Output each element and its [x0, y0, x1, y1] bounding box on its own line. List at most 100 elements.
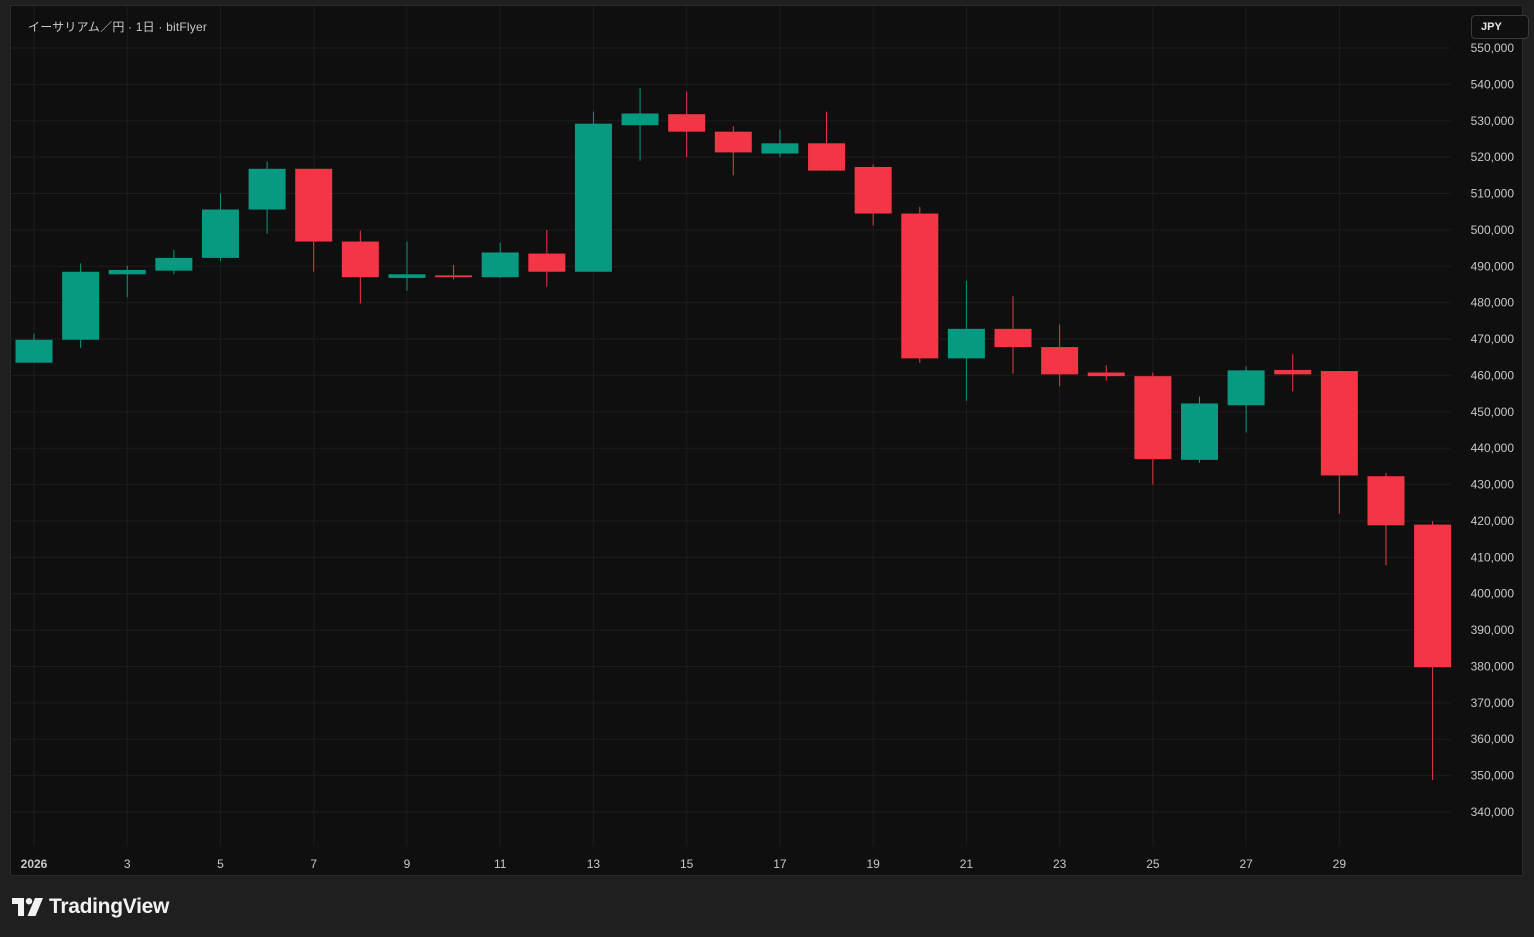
candle[interactable] [668, 91, 706, 158]
candle[interactable] [15, 333, 53, 363]
candle[interactable] [295, 168, 333, 272]
price-tick-label: 430,000 [1471, 478, 1515, 492]
candle[interactable] [1087, 365, 1125, 381]
candle-body [528, 253, 566, 272]
candle-body [108, 269, 146, 275]
date-tick-label: 19 [866, 857, 880, 871]
candle-body [901, 213, 939, 359]
date-tick-label: 9 [404, 857, 411, 871]
candle[interactable] [435, 264, 473, 280]
candle-body [62, 271, 100, 340]
price-tick-label: 350,000 [1471, 769, 1515, 783]
chart-frame[interactable]: 340,000 350,000 360,000 370,000 380,000 390,0… [10, 5, 1529, 876]
candle[interactable] [947, 280, 985, 401]
date-tick-label: 11 [494, 857, 507, 871]
candle-body [854, 166, 892, 214]
price-tick-label: 340,000 [1471, 805, 1515, 819]
price-tick-label: 410,000 [1471, 550, 1515, 564]
brand-name: TradingView [49, 895, 170, 918]
date-tick-label: 29 [1333, 857, 1347, 871]
tradingview-logo[interactable]: TradingView [12, 893, 169, 921]
candle-body [808, 143, 846, 171]
date-tick-label: 21 [960, 857, 974, 871]
date-tick-label: 3 [124, 857, 131, 871]
candle-body [341, 241, 379, 278]
price-tick-label: 470,000 [1471, 332, 1515, 346]
candle[interactable] [1414, 520, 1452, 780]
candle-body [1274, 369, 1312, 375]
price-tick-label: 480,000 [1471, 296, 1515, 310]
candle[interactable] [341, 230, 379, 304]
candle-body [1181, 403, 1218, 460]
candle-body [1227, 370, 1265, 406]
currency-button[interactable]: JPY [1471, 15, 1529, 39]
candle[interactable] [528, 229, 566, 287]
price-tick-label: 530,000 [1471, 114, 1515, 128]
candle[interactable] [854, 164, 892, 226]
candle[interactable] [108, 265, 146, 298]
candle[interactable] [1320, 371, 1358, 514]
candle[interactable] [574, 111, 612, 272]
date-tick-label: 13 [587, 857, 601, 871]
candle[interactable] [1181, 396, 1218, 463]
candle[interactable] [481, 242, 519, 278]
candle[interactable] [155, 249, 193, 275]
grid-layer [11, 6, 1451, 846]
candle[interactable] [388, 241, 426, 291]
candle[interactable] [714, 126, 752, 176]
price-tick-label: 370,000 [1471, 696, 1515, 710]
date-tick-label: 23 [1053, 857, 1067, 871]
candle[interactable] [808, 111, 846, 171]
price-tick-label: 520,000 [1471, 150, 1515, 164]
date-tick-label: 27 [1239, 857, 1253, 871]
symbol-title: イーサリアム／円 · 1日 · bitFlyer [28, 20, 208, 34]
candle[interactable] [994, 296, 1032, 374]
candle[interactable] [1134, 372, 1172, 485]
candle[interactable] [1274, 354, 1312, 392]
candle[interactable] [901, 206, 939, 363]
tradingview-logo-icon [12, 898, 43, 916]
candle-body [295, 168, 333, 242]
candle-body [155, 257, 193, 271]
candle-body [621, 113, 659, 126]
axis-labels-layer: 340,000 350,000 360,000 370,000 380,000 390,0… [21, 41, 1515, 871]
candle-body [435, 275, 473, 278]
candle-body [1087, 372, 1125, 377]
candle-body [714, 131, 752, 153]
candle[interactable] [1041, 324, 1079, 387]
candle[interactable] [621, 88, 659, 161]
price-tick-label: 400,000 [1471, 587, 1515, 601]
candle-body [201, 209, 239, 258]
candle[interactable] [201, 193, 239, 261]
candle-body [15, 339, 53, 363]
price-tick-label: 500,000 [1471, 223, 1515, 237]
price-tick-label: 460,000 [1471, 368, 1515, 382]
candlestick-chart[interactable]: 340,000 350,000 360,000 370,000 380,000 390,0… [11, 6, 1522, 875]
candles-layer [15, 88, 1452, 780]
candle-body [947, 328, 985, 359]
candle-body [481, 252, 519, 278]
candle[interactable] [62, 263, 100, 349]
candle-body [1134, 376, 1172, 460]
price-tick-label: 420,000 [1471, 514, 1515, 528]
date-tick-label: 17 [773, 857, 787, 871]
price-tick-label: 390,000 [1471, 623, 1515, 637]
price-tick-label: 540,000 [1471, 77, 1515, 91]
candle[interactable] [248, 161, 286, 234]
date-tick-label: 5 [217, 857, 224, 871]
price-tick-label: 550,000 [1471, 41, 1515, 55]
candle-body [994, 328, 1032, 348]
date-tick-label: 15 [680, 857, 694, 871]
candle-body [1414, 524, 1452, 668]
price-tick-label: 380,000 [1471, 659, 1515, 673]
candle-body [574, 123, 612, 272]
candle-body [1041, 347, 1079, 375]
candle[interactable] [1227, 366, 1265, 433]
candle[interactable] [1367, 472, 1405, 566]
price-tick-label: 360,000 [1471, 732, 1515, 746]
candle[interactable] [761, 129, 799, 158]
candle-body [388, 274, 426, 278]
candle-body [761, 143, 799, 154]
price-tick-label: 510,000 [1471, 187, 1515, 201]
candle-body [668, 114, 706, 132]
